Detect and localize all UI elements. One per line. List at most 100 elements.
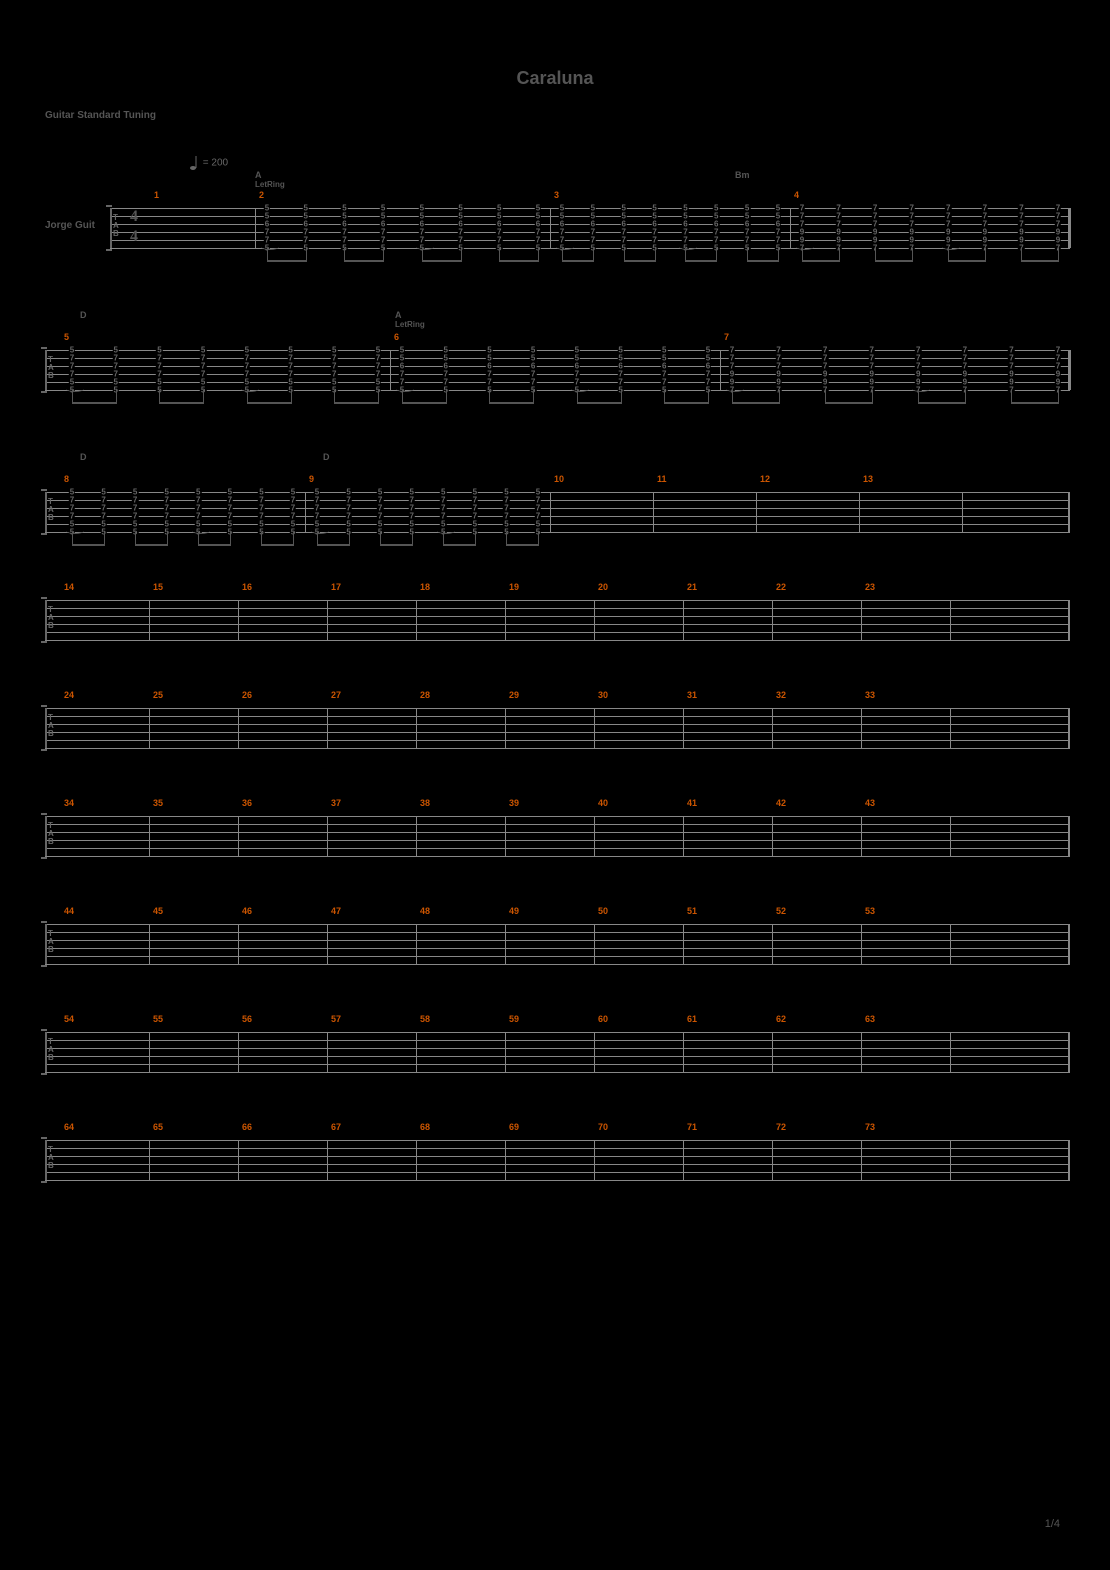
tab-system: TAB24252627282930313233 xyxy=(45,708,1070,748)
song-title: Caraluna xyxy=(0,68,1110,89)
measure-number: 27 xyxy=(331,690,341,700)
measure-number: 4 xyxy=(794,190,799,200)
measure-number: 34 xyxy=(64,798,74,808)
tab-clef: TAB xyxy=(48,930,54,954)
chord-label: Bm xyxy=(735,170,750,180)
measure-number: 13 xyxy=(863,474,873,484)
tuning-label: Guitar Standard Tuning xyxy=(45,110,156,121)
measure-number: 7 xyxy=(724,332,729,342)
measure-number: 33 xyxy=(865,690,875,700)
measure-number: 11 xyxy=(657,474,667,484)
measure-number: 43 xyxy=(865,798,875,808)
measure-number: 20 xyxy=(598,582,608,592)
tab-clef: TAB xyxy=(48,1038,54,1062)
measure-number: 65 xyxy=(153,1122,163,1132)
measure-number: 48 xyxy=(420,906,430,916)
measure-number: 40 xyxy=(598,798,608,808)
tab-system: TAB54555657585960616263 xyxy=(45,1032,1070,1072)
measure-number: 30 xyxy=(598,690,608,700)
measure-number: 72 xyxy=(776,1122,786,1132)
measure-number: 41 xyxy=(687,798,697,808)
chord-label: D xyxy=(323,452,330,462)
measure-number: 24 xyxy=(64,690,74,700)
measure-number: 69 xyxy=(509,1122,519,1132)
measure-number: 53 xyxy=(865,906,875,916)
letring-label: LetRing xyxy=(395,320,425,329)
measure-number: 45 xyxy=(153,906,163,916)
measure-number: 9 xyxy=(309,474,314,484)
measure-number: 51 xyxy=(687,906,697,916)
measure-number: 15 xyxy=(153,582,163,592)
measure-number: 23 xyxy=(865,582,875,592)
measure-number: 32 xyxy=(776,690,786,700)
measure-number: 19 xyxy=(509,582,519,592)
tab-clef: TAB xyxy=(48,822,54,846)
letring-label: LetRing xyxy=(255,180,285,189)
measure-number: 17 xyxy=(331,582,341,592)
measure-number: 18 xyxy=(420,582,430,592)
measure-number: 67 xyxy=(331,1122,341,1132)
measure-number: 1 xyxy=(154,190,159,200)
chord-label: A xyxy=(395,310,402,320)
measure-number: 59 xyxy=(509,1014,519,1024)
tab-system: TAB14151617181920212223 xyxy=(45,600,1070,640)
tab-system: TAB34353637383940414243 xyxy=(45,816,1070,856)
chord-label: D xyxy=(80,310,87,320)
measure-number: 47 xyxy=(331,906,341,916)
tempo-marking: = 200 xyxy=(190,155,228,171)
measure-number: 25 xyxy=(153,690,163,700)
measure-number: 6 xyxy=(394,332,399,342)
measure-number: 31 xyxy=(687,690,697,700)
measure-number: 39 xyxy=(509,798,519,808)
measure-number: 66 xyxy=(242,1122,252,1132)
measure-number: 55 xyxy=(153,1014,163,1024)
tab-clef: TAB xyxy=(48,498,54,522)
measure-number: 56 xyxy=(242,1014,252,1024)
track-label: Jorge Guit xyxy=(45,220,95,231)
measure-number: 50 xyxy=(598,906,608,916)
measure-number: 61 xyxy=(687,1014,697,1024)
measure-number: 37 xyxy=(331,798,341,808)
measure-number: 64 xyxy=(64,1122,74,1132)
time-sig-num: 4 xyxy=(130,208,138,226)
measure-number: 62 xyxy=(776,1014,786,1024)
time-sig-den: 4 xyxy=(130,228,138,246)
tab-system: TAB4412556775556775556775556775556775556… xyxy=(110,208,1070,248)
tab-clef: TAB xyxy=(113,214,119,238)
measure-number: 38 xyxy=(420,798,430,808)
tab-clef: TAB xyxy=(48,1146,54,1170)
measure-number: 63 xyxy=(865,1014,875,1024)
quarter-note-icon xyxy=(190,155,200,171)
measure-number: 35 xyxy=(153,798,163,808)
measure-number: 68 xyxy=(420,1122,430,1132)
measure-number: 70 xyxy=(598,1122,608,1132)
tab-system: TAB8577755577755577755577755577755577755… xyxy=(45,492,1070,532)
measure-number: 10 xyxy=(554,474,564,484)
measure-number: 60 xyxy=(598,1014,608,1024)
measure-number: 26 xyxy=(242,690,252,700)
measure-number: 14 xyxy=(64,582,74,592)
measure-number: 52 xyxy=(776,906,786,916)
measure-number: 46 xyxy=(242,906,252,916)
tab-clef: TAB xyxy=(48,606,54,630)
tab-system: TAB5577755577755577755577755577755577755… xyxy=(45,350,1070,390)
measure-number: 3 xyxy=(554,190,559,200)
measure-number: 73 xyxy=(865,1122,875,1132)
measure-number: 8 xyxy=(64,474,69,484)
tab-clef: TAB xyxy=(48,356,54,380)
tempo-text: = 200 xyxy=(203,158,228,169)
measure-number: 58 xyxy=(420,1014,430,1024)
measure-number: 22 xyxy=(776,582,786,592)
measure-number: 44 xyxy=(64,906,74,916)
measure-number: 57 xyxy=(331,1014,341,1024)
measure-number: 21 xyxy=(687,582,697,592)
measure-number: 5 xyxy=(64,332,69,342)
measure-number: 42 xyxy=(776,798,786,808)
measure-number: 2 xyxy=(259,190,264,200)
measure-number: 36 xyxy=(242,798,252,808)
measure-number: 71 xyxy=(687,1122,697,1132)
measure-number: 28 xyxy=(420,690,430,700)
measure-number: 12 xyxy=(760,474,770,484)
measure-number: 49 xyxy=(509,906,519,916)
tab-system: TAB64656667686970717273 xyxy=(45,1140,1070,1180)
